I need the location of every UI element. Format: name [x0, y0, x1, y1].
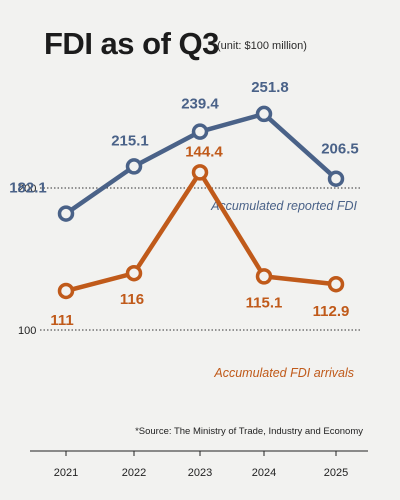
unit-label: (unit: $100 million) [217, 40, 307, 52]
fdi-arrivals-value-label-2021: 111 [50, 312, 73, 329]
fdi-arrivals-point-2023 [191, 164, 209, 181]
x-tick-label-2024: 2024 [252, 467, 276, 479]
reported-fdi-series-name: Accumulated reported FDI [210, 199, 357, 213]
reported-fdi-point-2022 [125, 158, 143, 175]
fdi-arrivals-point-2025 [327, 275, 345, 293]
fdi-arrivals-point-2024 [255, 268, 273, 285]
reported-fdi-value-label-2022: 215.1 [111, 132, 149, 149]
x-tick-label-2025: 2025 [324, 467, 348, 479]
reported-fdi-value-label-2024: 251.8 [251, 79, 289, 96]
reported-fdi-value-label-2025: 206.5 [321, 141, 359, 158]
x-tick-label-2022: 2022 [122, 467, 146, 479]
source-note: *Source: The Ministry of Trade, Industry… [135, 426, 363, 437]
fdi-arrivals-line [63, 170, 339, 294]
reported-fdi-value-label-2023: 239.4 [181, 96, 219, 113]
reference-label-100: 100 [18, 325, 36, 337]
fdi-arrivals-value-label-2022: 116 [120, 291, 144, 308]
reference-label-200: 200 [18, 183, 36, 195]
fdi-arrivals-point-2022 [125, 264, 143, 282]
reported-fdi-value-label-2021: 182.1 [9, 180, 47, 197]
reported-fdi-point-2021 [57, 205, 75, 222]
fdi-arrivals-value-label-2025: 112.9 [313, 303, 350, 320]
x-tick-label-2023: 2023 [188, 467, 212, 479]
chart-title: FDI as of Q3 [44, 26, 219, 61]
fdi-arrivals-series-name: Accumulated FDI arrivals [213, 366, 354, 380]
fdi-arrivals-value-label-2023: 144.4 [185, 143, 223, 160]
fdi-arrivals-value-label-2024: 115.1 [246, 294, 283, 311]
reported-fdi-point-2023 [191, 123, 209, 140]
x-tick-label-2021: 2021 [54, 467, 78, 479]
reported-fdi-point-2025 [327, 170, 345, 187]
fdi-arrivals-point-2021 [57, 282, 75, 300]
reported-fdi-point-2024 [255, 105, 273, 123]
